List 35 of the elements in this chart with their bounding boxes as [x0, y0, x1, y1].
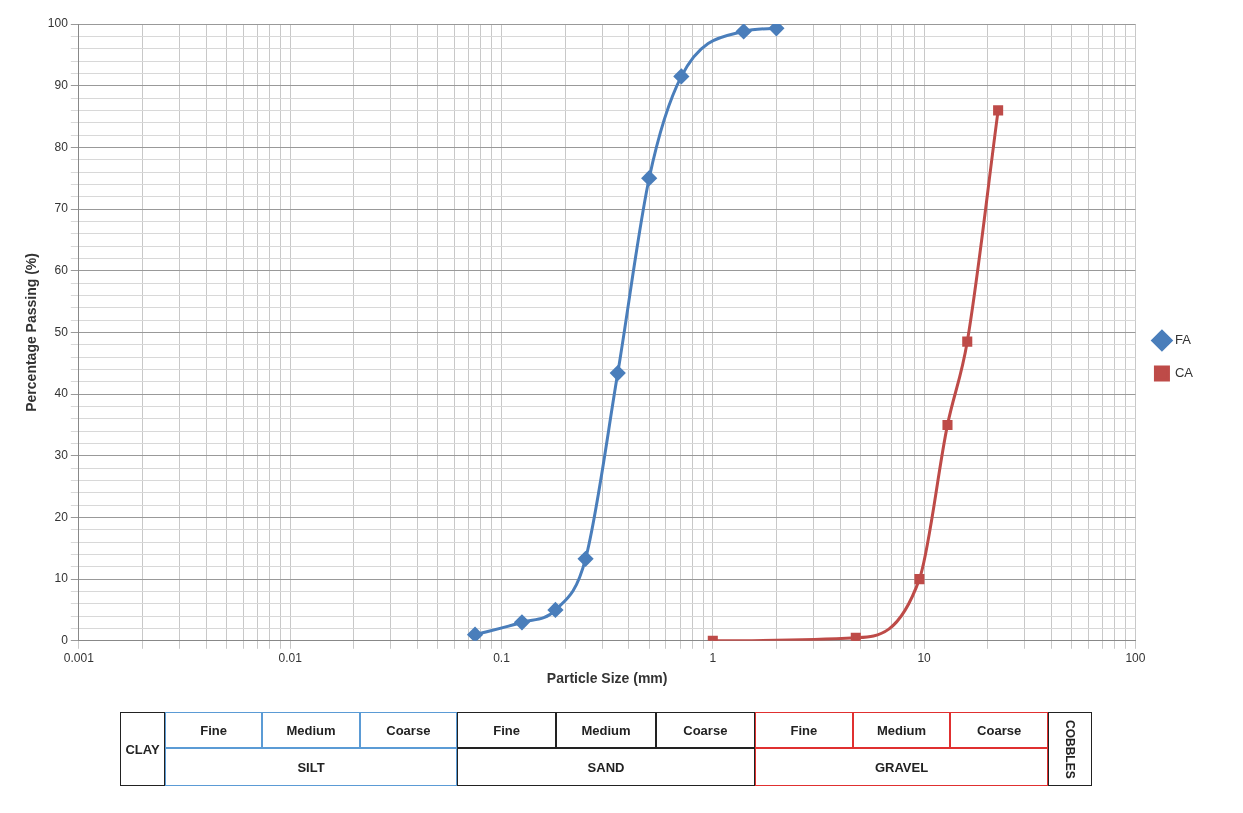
y-tick-label: 80 [54, 139, 69, 154]
legend-label: CA [1174, 365, 1194, 381]
x-tick-label: 100 [1125, 651, 1146, 666]
text: Medium [262, 712, 360, 748]
y-tick-label: 40 [54, 386, 69, 401]
text: CLAY [120, 712, 165, 786]
text: Medium [852, 712, 951, 748]
x-axis-title: Particle Size (mm) [546, 670, 668, 687]
y-tick-label: 70 [54, 201, 69, 216]
text: Fine [457, 712, 557, 748]
text: SAND [457, 748, 755, 786]
text: GRAVEL [755, 748, 1048, 786]
x-tick-label: 1 [709, 651, 717, 666]
y-tick-label: 50 [54, 324, 69, 339]
y-tick-label: 90 [54, 77, 69, 92]
text: Coarse [655, 712, 755, 748]
text: Coarse [359, 712, 457, 748]
x-tick-label: 0.001 [63, 651, 95, 666]
text: Coarse [950, 712, 1048, 748]
text: COBBLES [1048, 712, 1092, 786]
y-tick-label: 10 [54, 571, 69, 586]
y-tick-label: 20 [54, 509, 69, 524]
x-tick-label: 0.1 [493, 651, 511, 666]
y-tick-label: 0 [61, 633, 69, 648]
y-tick-label: 30 [54, 448, 69, 463]
x-tick-label: 0.01 [278, 651, 303, 666]
y-tick-label: 100 [47, 16, 69, 31]
y-tick-label: 60 [54, 263, 69, 278]
text: Fine [755, 712, 853, 748]
text: Fine [165, 712, 263, 748]
text: Medium [556, 712, 656, 748]
x-tick-label: 10 [917, 651, 932, 666]
y-axis-title: Percentage Passing (%) [23, 253, 40, 412]
legend-label: FA [1174, 332, 1192, 348]
text: SILT [165, 748, 457, 786]
